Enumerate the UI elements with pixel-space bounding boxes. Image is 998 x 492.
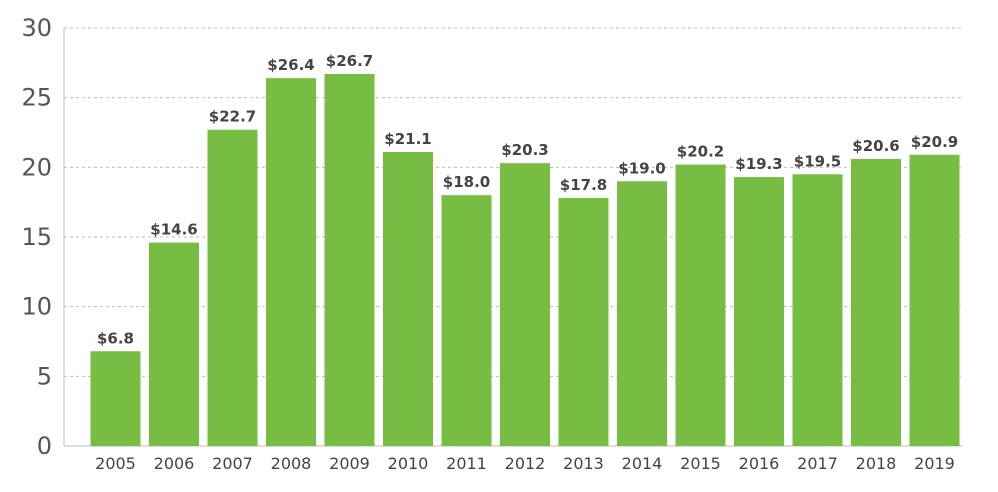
data-label: $19.0	[618, 159, 665, 177]
data-label: $26.7	[326, 52, 373, 70]
bar	[383, 152, 433, 447]
bar	[90, 351, 141, 446]
x-axis-ticks: 2005 2006 2007 2008 2009 2010 2011 2012 2013 2014…	[95, 454, 955, 473]
x-tick-label: 2005	[95, 454, 136, 473]
bar	[851, 158, 901, 446]
bar	[207, 129, 258, 447]
x-tick-label: 2017	[797, 454, 838, 473]
data-label: $20.3	[501, 141, 548, 159]
x-tick-label: 2019	[914, 454, 955, 473]
x-tick-label: 2006	[154, 454, 195, 473]
data-label: $26.4	[267, 56, 314, 74]
data-label: $20.9	[911, 133, 958, 151]
x-tick-label: 2012	[505, 454, 546, 473]
x-tick-label: 2010	[388, 454, 429, 473]
bar	[734, 177, 784, 446]
data-label: $17.8	[560, 176, 607, 194]
bar	[909, 154, 960, 446]
x-tick-label: 2018	[856, 454, 897, 473]
data-label: $14.6	[150, 221, 197, 239]
x-tick-label: 2011	[446, 454, 487, 473]
x-tick-label: 2007	[212, 454, 253, 473]
x-tick-label: 2009	[329, 454, 370, 473]
data-labels: $6.8 $14.6 $22.7 $26.4 $26.7 $21.1 $18.0 $20.3 $…	[97, 52, 958, 347]
y-tick-label: 0	[37, 432, 52, 460]
data-label: $18.0	[443, 173, 490, 191]
y-tick-label: 20	[21, 153, 52, 181]
y-tick-label: 25	[21, 84, 52, 112]
bar	[675, 164, 726, 446]
data-label: $20.6	[852, 137, 899, 155]
data-label: $21.1	[384, 130, 431, 148]
bar	[266, 78, 316, 446]
data-label: $19.5	[794, 152, 841, 170]
bar	[149, 242, 199, 446]
bar	[558, 197, 609, 446]
data-label: $19.3	[735, 155, 782, 173]
bar	[617, 181, 667, 446]
data-label: $6.8	[97, 329, 134, 347]
bar	[792, 174, 843, 447]
bar	[500, 163, 550, 447]
y-axis-ticks: 0 5 10 15 20 25 30	[21, 14, 52, 460]
x-tick-label: 2016	[739, 454, 780, 473]
y-tick-label: 30	[21, 14, 52, 42]
bars	[90, 73, 960, 447]
data-label: $22.7	[209, 108, 256, 126]
x-tick-label: 2013	[563, 454, 604, 473]
data-label: $20.2	[677, 143, 724, 161]
y-tick-label: 15	[21, 223, 52, 251]
y-tick-label: 5	[37, 362, 52, 390]
y-tick-label: 10	[21, 293, 52, 321]
bar	[441, 195, 492, 446]
bar	[324, 73, 375, 446]
x-tick-label: 2014	[622, 454, 663, 473]
x-tick-label: 2015	[680, 454, 721, 473]
x-tick-label: 2008	[271, 454, 312, 473]
